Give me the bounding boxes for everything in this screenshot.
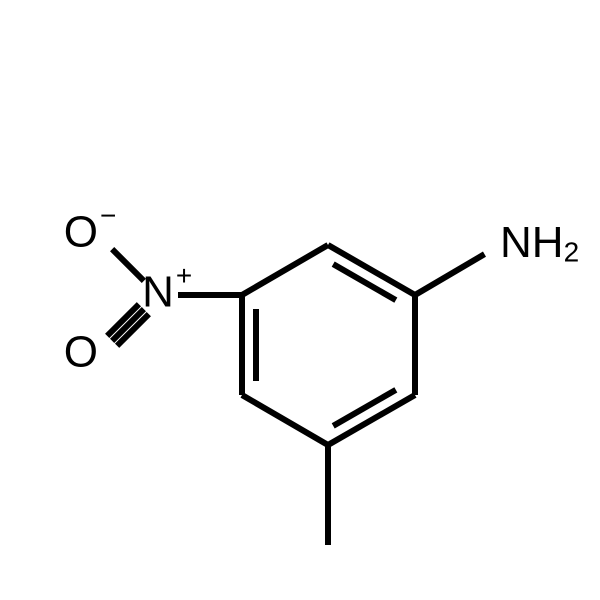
bond — [333, 264, 396, 300]
molecule-diagram: NH2N+O−O — [0, 0, 600, 600]
bond — [242, 395, 328, 445]
atom-label-O_top: O — [64, 208, 98, 257]
bond — [242, 245, 328, 295]
bond — [112, 249, 144, 281]
atom-label-O_bot: O — [64, 328, 98, 377]
charge-O_top: − — [100, 200, 116, 231]
bond — [333, 390, 396, 426]
charge-N_nitro: + — [176, 260, 192, 291]
atom-label-N_amine: NH2 — [500, 218, 579, 268]
bond — [415, 254, 484, 295]
atom-label-N_nitro: N — [142, 268, 174, 317]
